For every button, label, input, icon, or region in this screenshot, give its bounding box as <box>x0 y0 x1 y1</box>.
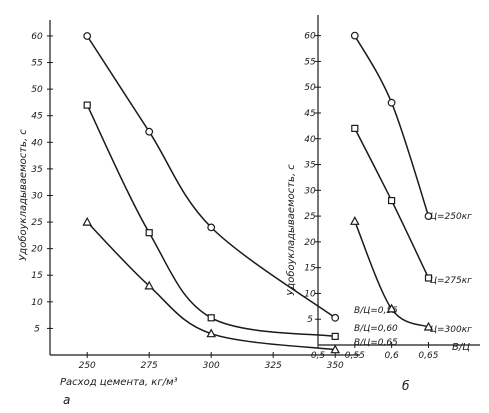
x-tick-label: 250 <box>79 361 96 371</box>
series-square: Ц=275кг <box>351 124 472 286</box>
data-point-triangle <box>386 303 397 313</box>
series-square: В/Ц=0,60 <box>83 101 398 340</box>
y-tick-label: 40 <box>304 135 316 145</box>
data-point-square <box>145 229 153 237</box>
panel-b-x-axis-title: В/Ц <box>452 342 470 353</box>
series-triangle: Ц=300кг <box>349 216 472 335</box>
y-tick-label: 45 <box>31 112 43 122</box>
data-point-triangle <box>330 344 341 354</box>
y-tick-label: 15 <box>31 271 43 281</box>
panel-b: 5 10 15 20 25 30 35 40 45 50 55 60 0,5 0,55 0,6 0,65 Ц… <box>285 15 480 393</box>
series-label: В/Ц=0,65 <box>354 338 398 348</box>
data-point-triangle <box>82 216 93 226</box>
data-point-circle <box>350 31 359 40</box>
series-label: Ц=250кг <box>430 212 472 222</box>
series-circle: Ц=250кг <box>350 31 472 222</box>
series-line <box>86 104 336 338</box>
series-label: Ц=275кг <box>430 276 472 286</box>
data-point-triangle <box>206 328 217 338</box>
data-point-circle <box>83 32 92 40</box>
y-tick-label: 5 <box>307 315 313 325</box>
y-tick-label: 40 <box>31 138 43 148</box>
x-tick-label: 275 <box>141 361 158 371</box>
y-tick-label: 10 <box>304 289 316 299</box>
panel-a-y-ticks: 5 10 15 20 25 30 35 40 45 50 55 60 <box>31 32 53 334</box>
data-point-circle <box>387 98 396 107</box>
data-point-square <box>424 274 433 282</box>
x-tick-label: 325 <box>265 361 282 371</box>
panel-b-x-ticks: 0,5 0,55 0,6 0,65 <box>311 342 439 361</box>
panel-a-label: а <box>63 393 70 407</box>
panel-a-x-ticks: 250 275 300 325 350 <box>79 352 344 371</box>
y-tick-label: 45 <box>304 109 316 119</box>
panel-a-x-axis-title: Расход цемента, кг/м³ <box>60 377 178 388</box>
panel-b-series: Ц=250кг Ц=275кг Ц=300кг <box>349 31 472 335</box>
x-tick-label: 0,55 <box>345 351 365 361</box>
panel-a-y-axis-title: Удобоукладываемость, с <box>17 129 29 261</box>
series-label: В/Ц=0,55 <box>354 306 398 316</box>
data-point-triangle <box>423 321 434 331</box>
data-point-circle <box>424 212 433 221</box>
data-point-square <box>207 314 215 322</box>
y-tick-label: 35 <box>31 165 43 175</box>
y-tick-label: 10 <box>31 298 43 308</box>
data-point-circle <box>207 223 216 232</box>
y-tick-label: 20 <box>304 238 316 248</box>
y-tick-label: 30 <box>31 191 43 201</box>
series-label: В/Ц=0,60 <box>354 324 398 334</box>
y-tick-label: 50 <box>304 83 316 93</box>
y-tick-label: 30 <box>304 186 316 196</box>
series-label: Ц=300кг <box>430 325 472 335</box>
data-point-triangle <box>349 216 360 225</box>
x-tick-label: 0,65 <box>418 351 438 361</box>
data-point-circle <box>331 313 340 322</box>
x-tick-label: 300 <box>203 361 220 371</box>
y-tick-label: 55 <box>304 57 316 67</box>
panel-b-y-axis-title: Удобоукладываемость, с <box>285 164 297 296</box>
data-point-triangle <box>144 280 155 290</box>
x-tick-label: 0,5 <box>311 351 326 361</box>
x-tick-label: 0,6 <box>384 351 399 361</box>
data-point-square <box>83 101 91 109</box>
series-line <box>86 221 336 351</box>
y-tick-label: 20 <box>31 245 43 255</box>
y-tick-label: 25 <box>304 212 316 222</box>
y-tick-label: 50 <box>31 85 43 95</box>
y-tick-label: 60 <box>31 32 43 42</box>
y-tick-label: 15 <box>304 264 316 274</box>
series-line <box>354 34 430 217</box>
series-triangle: В/Ц=0,65 <box>82 216 398 354</box>
y-tick-label: 55 <box>31 59 43 69</box>
panel-b-label: б <box>402 379 410 393</box>
series-circle: В/Ц=0,55 <box>83 32 398 322</box>
x-tick-label: 350 <box>327 361 344 371</box>
data-point-square <box>388 197 396 205</box>
panel-b-y-ticks: 5 10 15 20 25 30 35 40 45 50 55 60 <box>304 32 321 325</box>
data-point-square <box>331 332 339 340</box>
data-point-square <box>351 124 359 133</box>
y-tick-label: 25 <box>31 218 43 228</box>
y-tick-label: 60 <box>304 32 316 42</box>
data-point-circle <box>145 127 154 136</box>
y-tick-label: 35 <box>304 161 316 171</box>
series-line <box>86 35 336 319</box>
panel-a-series: В/Ц=0,55 В/Ц=0,60 В/Ц=0,65 <box>82 32 398 354</box>
y-tick-label: 5 <box>34 324 40 334</box>
